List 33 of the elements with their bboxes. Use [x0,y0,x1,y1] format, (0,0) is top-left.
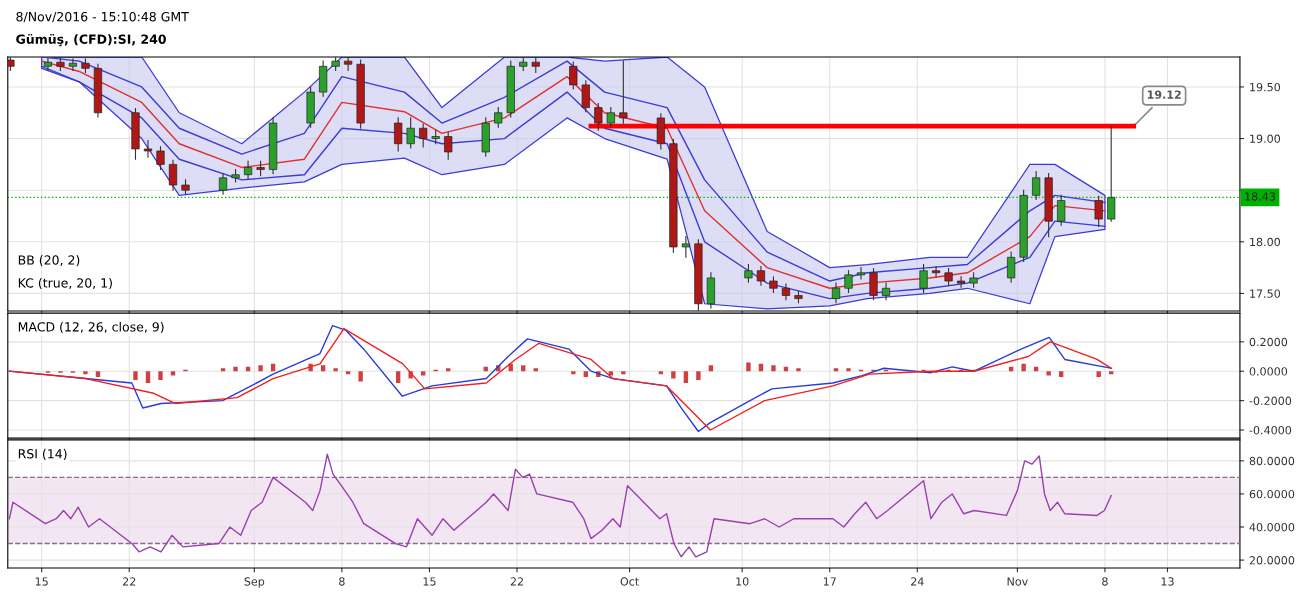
y-tick-label: 60.0000 [1249,489,1295,499]
y-tick-label: 19.50 [1250,82,1281,92]
x-tick-label: Nov [1007,577,1028,586]
y-tick-label: -0.2000 [1249,396,1292,405]
ref-line-label: 18.43 [1245,192,1276,201]
x-tick-label: Sep [244,577,265,588]
y-tick-label: 40.0000 [1249,522,1295,532]
y-tick-label: 0.2000 [1249,337,1288,347]
chart-subtitle: 8/Nov/2016 - 15:10:48 GMT [16,11,189,23]
x-tick-label: 8 [339,577,345,586]
x-tick-label: 24 [911,577,924,586]
x-tick-label: 15 [423,577,436,586]
y-tick-label: 19.00 [1250,134,1281,143]
x-tick-label: 22 [122,577,136,586]
x-tick-label: 10 [736,577,749,586]
annotation: BB (20, 2) [18,255,80,267]
x-tick-label: 17 [823,577,836,586]
text: MACD (12, 26, close, 9) [18,321,164,334]
y-tick-label: -0.4000 [1249,425,1292,435]
x-tick-label: 13 [1161,577,1174,586]
annotation: KC (true, 20, 1) [18,277,112,290]
x-tick-label: Oct [620,577,639,586]
y-tick-label: 20.0000 [1249,556,1295,565]
x-tick-label: 22 [510,577,523,586]
y-tick-label: 17.50 [1250,289,1281,298]
text: RSI (14) [18,448,67,460]
x-tick-label: 8 [1102,577,1108,586]
y-tick-label: 80.0000 [1249,456,1295,466]
y-tick-label: 0.0000 [1249,367,1288,376]
chart-title: Gümüş, (CFD):SI, 240 [16,34,166,47]
annotation: 19.12 [1147,90,1181,99]
x-tick-label: 15 [35,577,48,586]
y-tick-label: 18.00 [1250,237,1281,247]
